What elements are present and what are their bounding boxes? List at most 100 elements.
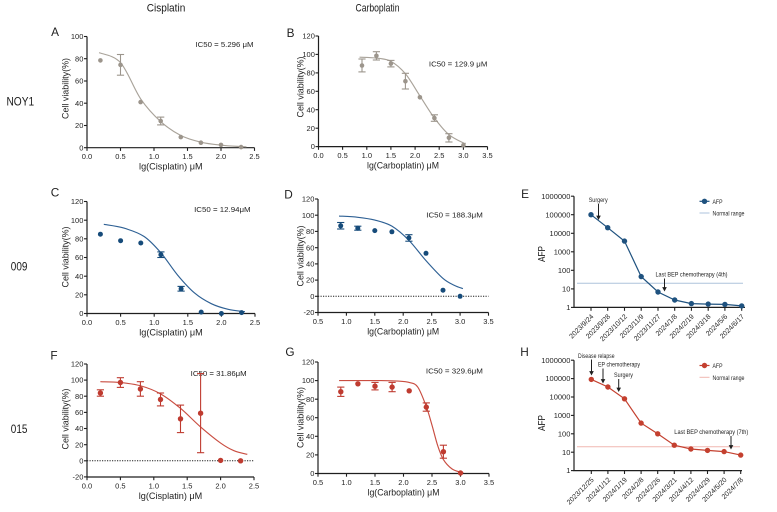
- svg-text:0: 0: [79, 309, 83, 318]
- svg-text:120: 120: [302, 32, 315, 41]
- svg-text:IC50 = 329.6μM: IC50 = 329.6μM: [426, 367, 483, 376]
- svg-text:0.5: 0.5: [313, 478, 323, 487]
- svg-text:IC50 = 5.296 μM: IC50 = 5.296 μM: [196, 40, 254, 49]
- svg-text:80: 80: [75, 234, 83, 243]
- svg-text:1000: 1000: [554, 411, 571, 420]
- svg-text:lg(Cisplatin) μM: lg(Cisplatin) μM: [139, 328, 203, 339]
- svg-text:D: D: [284, 187, 293, 201]
- svg-text:lg(Carboplatin) μM: lg(Carboplatin) μM: [367, 327, 439, 338]
- svg-text:1.5: 1.5: [182, 152, 192, 161]
- svg-text:3.5: 3.5: [483, 317, 493, 326]
- svg-text:lg(Carboplatin) μM: lg(Carboplatin) μM: [367, 161, 439, 172]
- svg-text:1.0: 1.0: [341, 317, 351, 326]
- svg-text:2.0: 2.0: [216, 152, 226, 161]
- svg-text:Cell viability(%): Cell viability(%): [61, 58, 72, 119]
- svg-text:100: 100: [302, 50, 315, 59]
- svg-text:1.0: 1.0: [341, 478, 351, 487]
- svg-text:100: 100: [71, 32, 84, 41]
- svg-text:Carboplatin: Carboplatin: [356, 3, 400, 15]
- svg-text:60: 60: [306, 243, 314, 252]
- svg-text:3.0: 3.0: [458, 151, 468, 160]
- svg-text:1.5: 1.5: [370, 478, 380, 487]
- svg-text:10: 10: [562, 285, 570, 294]
- svg-text:100: 100: [558, 266, 571, 275]
- svg-text:100000: 100000: [545, 374, 570, 383]
- svg-text:60: 60: [307, 87, 315, 96]
- svg-text:40: 40: [307, 105, 315, 114]
- svg-text:Cell viability(%): Cell viability(%): [296, 387, 307, 448]
- svg-text:-20: -20: [304, 308, 315, 317]
- svg-text:A: A: [51, 25, 59, 39]
- svg-text:2.5: 2.5: [434, 151, 444, 160]
- svg-text:60: 60: [75, 408, 83, 417]
- svg-text:1.5: 1.5: [182, 482, 192, 491]
- svg-text:B: B: [287, 26, 295, 40]
- svg-text:1.0: 1.0: [149, 482, 159, 491]
- svg-text:IC50 = 129.9 μM: IC50 = 129.9 μM: [429, 60, 488, 69]
- svg-text:F: F: [50, 348, 57, 362]
- svg-text:60: 60: [75, 253, 83, 262]
- svg-text:20: 20: [75, 290, 83, 299]
- svg-text:Surgery: Surgery: [589, 197, 608, 204]
- svg-text:60: 60: [306, 413, 314, 422]
- svg-text:3.0: 3.0: [455, 478, 465, 487]
- svg-text:2.0: 2.0: [398, 317, 408, 326]
- svg-text:lg(Cisplatin) μM: lg(Cisplatin) μM: [139, 491, 203, 502]
- svg-text:Cell viability(%): Cell viability(%): [296, 57, 307, 118]
- svg-text:100: 100: [302, 376, 315, 385]
- svg-text:0.0: 0.0: [82, 152, 92, 161]
- svg-text:C: C: [51, 186, 60, 200]
- svg-text:AFP: AFP: [713, 199, 723, 206]
- svg-text:IC50 = 31.86μM: IC50 = 31.86μM: [191, 369, 247, 378]
- svg-text:lg(Carboplatin) μM: lg(Carboplatin) μM: [368, 488, 440, 499]
- svg-text:20: 20: [306, 451, 314, 460]
- svg-text:100: 100: [71, 376, 84, 385]
- svg-text:20: 20: [75, 121, 83, 130]
- svg-text:0: 0: [311, 142, 315, 151]
- svg-text:2.0: 2.0: [216, 318, 226, 327]
- svg-text:0.5: 0.5: [115, 152, 125, 161]
- svg-text:1: 1: [566, 466, 570, 475]
- svg-text:10: 10: [562, 448, 570, 457]
- svg-text:80: 80: [75, 392, 83, 401]
- svg-text:0.5: 0.5: [313, 317, 323, 326]
- svg-text:1.0: 1.0: [149, 152, 159, 161]
- svg-text:0: 0: [310, 292, 314, 301]
- svg-text:0: 0: [79, 456, 83, 465]
- svg-text:Disease relapse: Disease relapse: [578, 353, 615, 360]
- svg-text:80: 80: [307, 69, 315, 78]
- svg-text:1000: 1000: [554, 247, 571, 256]
- svg-text:2.5: 2.5: [249, 482, 259, 491]
- svg-text:Normal range: Normal range: [713, 211, 745, 218]
- svg-text:120: 120: [302, 195, 315, 204]
- svg-text:10000: 10000: [550, 393, 571, 402]
- svg-text:0.5: 0.5: [337, 151, 347, 160]
- svg-text:-20: -20: [73, 473, 84, 482]
- svg-text:2.5: 2.5: [427, 478, 437, 487]
- svg-text:40: 40: [75, 272, 83, 281]
- svg-text:40: 40: [306, 432, 314, 441]
- svg-text:Cisplatin: Cisplatin: [147, 3, 186, 15]
- svg-text:80: 80: [75, 54, 83, 63]
- svg-text:2.0: 2.0: [410, 151, 420, 160]
- svg-text:AFP: AFP: [537, 246, 548, 262]
- svg-text:H: H: [520, 345, 529, 359]
- svg-text:1000000: 1000000: [541, 192, 570, 201]
- svg-text:009: 009: [11, 261, 28, 273]
- svg-text:2.0: 2.0: [398, 478, 408, 487]
- svg-text:1.5: 1.5: [183, 318, 193, 327]
- svg-text:20: 20: [75, 440, 83, 449]
- svg-text:0.0: 0.0: [82, 482, 92, 491]
- svg-text:20: 20: [307, 124, 315, 133]
- svg-text:1000000: 1000000: [541, 356, 570, 365]
- svg-text:AFP: AFP: [713, 363, 723, 370]
- svg-text:2.5: 2.5: [249, 152, 259, 161]
- svg-text:IC50 = 12.94μM: IC50 = 12.94μM: [194, 205, 251, 214]
- svg-text:Normal range: Normal range: [713, 375, 745, 382]
- svg-text:3.5: 3.5: [484, 478, 494, 487]
- svg-text:NOY1: NOY1: [6, 97, 34, 109]
- svg-text:100: 100: [302, 211, 315, 220]
- svg-text:60: 60: [75, 77, 83, 86]
- svg-text:E: E: [521, 187, 529, 201]
- svg-text:lg(Cisplatin) μM: lg(Cisplatin) μM: [139, 162, 203, 173]
